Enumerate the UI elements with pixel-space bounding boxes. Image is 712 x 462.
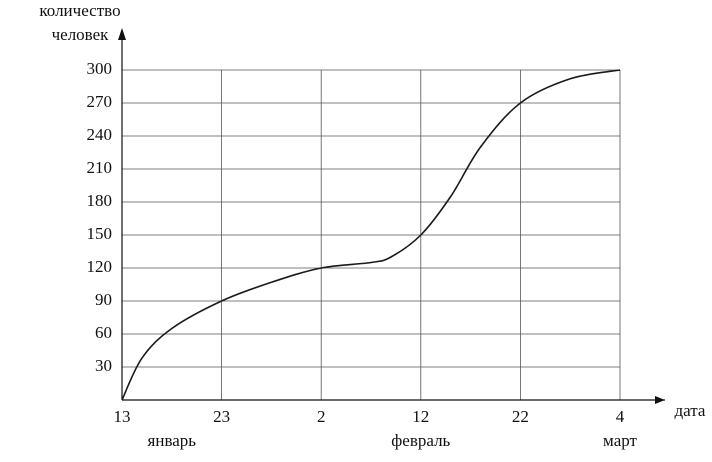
y-axis-label: количество	[39, 1, 120, 20]
month-label: февраль	[391, 431, 450, 450]
y-tick-label: 150	[87, 224, 113, 243]
x-axis-label: дата	[675, 401, 706, 420]
month-label: январь	[148, 431, 197, 450]
y-arrow	[118, 28, 126, 40]
x-tick-label: 12	[412, 407, 429, 426]
x-tick-label: 4	[616, 407, 625, 426]
month-label: март	[603, 431, 637, 450]
x-tick-label: 22	[512, 407, 529, 426]
x-arrow	[655, 396, 665, 404]
x-tick-label: 13	[114, 407, 131, 426]
y-tick-label: 30	[95, 356, 112, 375]
y-tick-label: 60	[95, 323, 112, 342]
y-tick-label: 120	[87, 257, 113, 276]
y-tick-label: 240	[87, 125, 113, 144]
line	[121, 69, 621, 401]
y-tick-label: 300	[87, 59, 113, 78]
x-tick-label: 23	[213, 407, 230, 426]
y-tick-label: 180	[87, 191, 113, 210]
y-axis-label: человек	[52, 25, 110, 44]
y-tick-label: 90	[95, 290, 112, 309]
y-tick-label: 210	[87, 158, 113, 177]
y-tick-label: 270	[87, 92, 113, 111]
x-tick-label: 2	[317, 407, 326, 426]
